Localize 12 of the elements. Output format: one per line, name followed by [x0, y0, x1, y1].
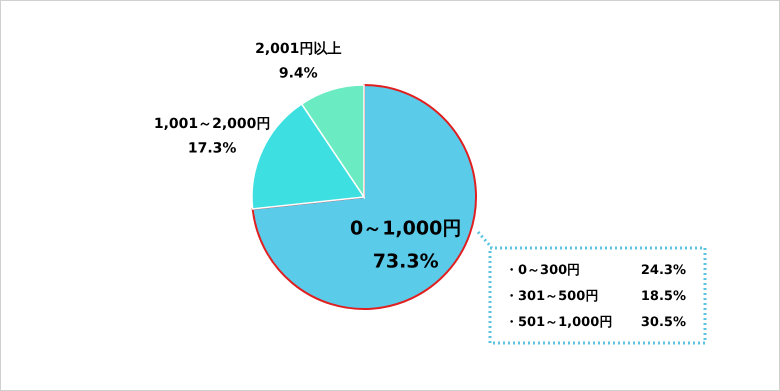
text: 18.5%	[640, 289, 686, 304]
text: ・0～300円	[505, 263, 580, 278]
text: ・501～1,000円	[505, 315, 612, 330]
data-label: 73.3%	[372, 250, 439, 273]
data-label: 9.4%	[278, 66, 318, 82]
data-label: 17.3%	[188, 140, 236, 156]
legend-label: 0～1,000円	[350, 217, 462, 240]
text: 30.5%	[640, 315, 686, 330]
slice-label: 1,001～2,000円	[154, 116, 270, 132]
text: ・301～500円	[505, 289, 598, 304]
text: 24.3%	[640, 263, 686, 278]
slice-label: 2,001円以上	[255, 41, 342, 58]
